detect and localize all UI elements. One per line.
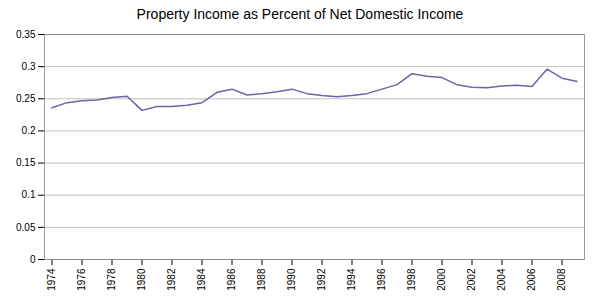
svg-text:0.05: 0.05 <box>16 222 36 233</box>
svg-text:0: 0 <box>30 254 36 265</box>
svg-text:2004: 2004 <box>496 268 507 291</box>
svg-text:0.35: 0.35 <box>16 29 36 40</box>
html-text:Property Income as Percent of: Property Income as Percent of Net Domest… <box>136 6 464 22</box>
svg-text:1994: 1994 <box>346 268 357 291</box>
svg-text:1992: 1992 <box>316 268 327 291</box>
svg-text:2006: 2006 <box>526 268 537 291</box>
svg-text:2002: 2002 <box>466 268 477 291</box>
svg-text:1998: 1998 <box>406 268 417 291</box>
svg-text:1976: 1976 <box>76 268 87 291</box>
svg-text:1980: 1980 <box>136 268 147 291</box>
svg-text:1978: 1978 <box>106 268 117 291</box>
svg-text:2008: 2008 <box>556 268 567 291</box>
svg-text:1982: 1982 <box>166 268 177 291</box>
svg-text:1984: 1984 <box>196 268 207 291</box>
svg-text:2000: 2000 <box>436 268 447 291</box>
svg-text:0.3: 0.3 <box>22 61 36 72</box>
svg-text:1974: 1974 <box>46 268 57 291</box>
svg-text:0.25: 0.25 <box>16 93 36 104</box>
svg-text:1996: 1996 <box>376 268 387 291</box>
svg-text:0.15: 0.15 <box>16 157 36 168</box>
svg-text:1990: 1990 <box>286 268 297 291</box>
svg-text:1988: 1988 <box>256 268 267 291</box>
svg-text:1986: 1986 <box>226 268 237 291</box>
svg-text:0.1: 0.1 <box>22 189 36 200</box>
svg-text:0.2: 0.2 <box>22 125 36 136</box>
